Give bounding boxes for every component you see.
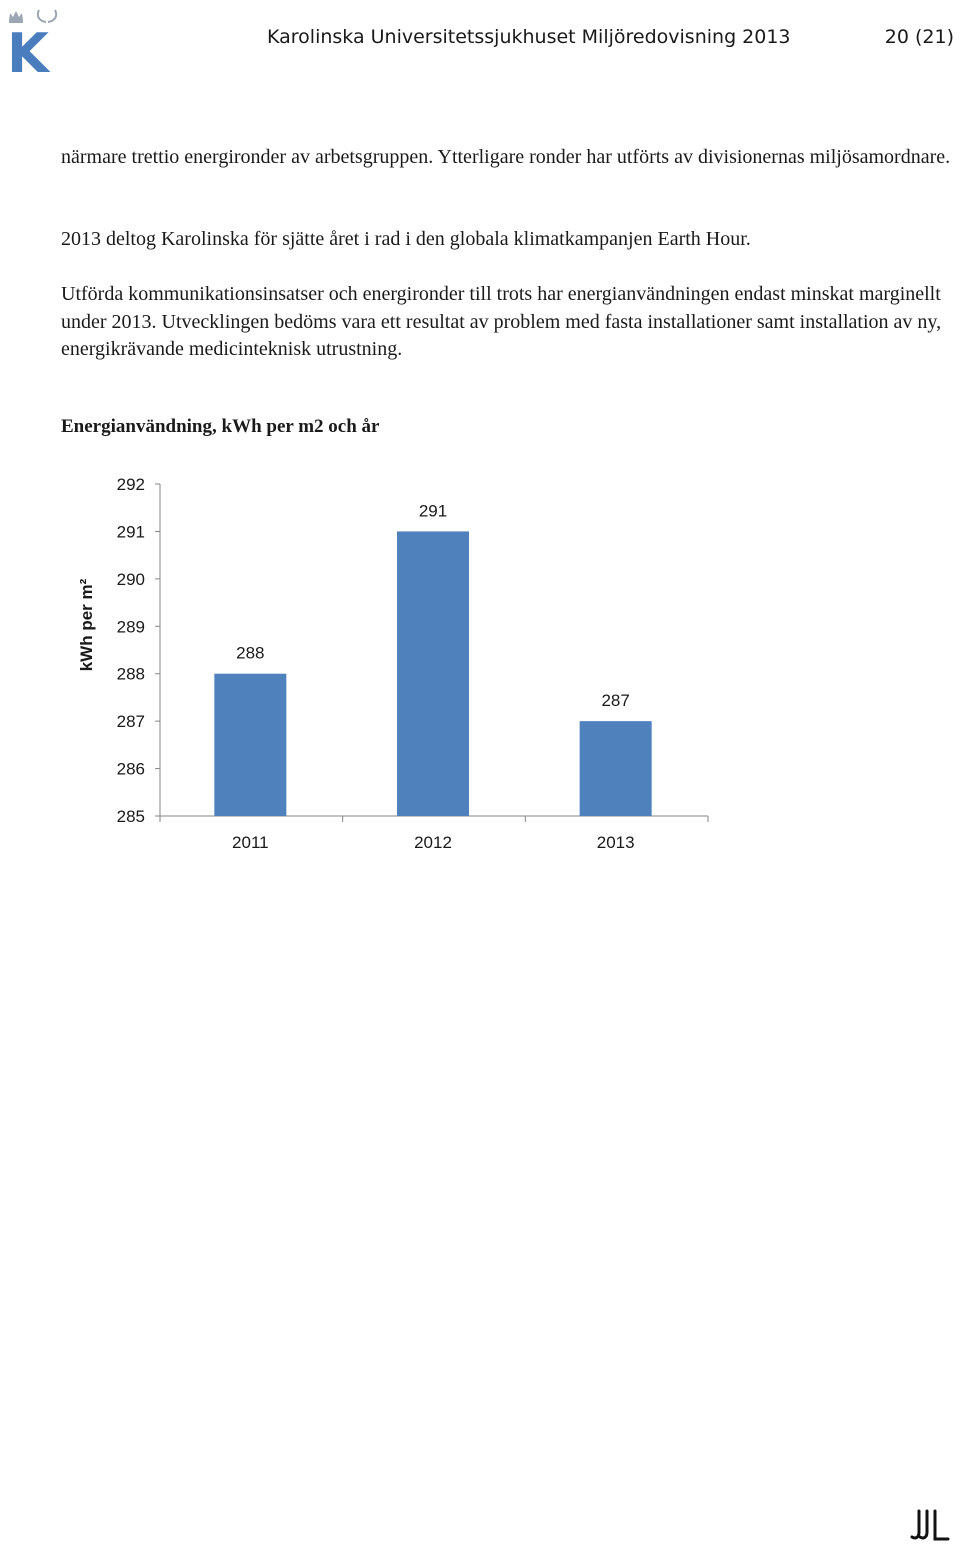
data-label: 291 bbox=[419, 501, 447, 520]
footer-logo-icon bbox=[910, 1509, 950, 1541]
y-tick-label: 286 bbox=[117, 760, 145, 779]
bar bbox=[579, 721, 652, 816]
bar bbox=[397, 531, 469, 816]
y-tick-label: 288 bbox=[117, 665, 145, 684]
page-number: 20 (21) bbox=[884, 26, 954, 48]
paragraph: 2013 deltog Karolinska för sjätte året i… bbox=[61, 228, 751, 250]
bar bbox=[214, 673, 287, 816]
header-title: Karolinska Universitetssjukhuset Miljöre… bbox=[267, 26, 791, 48]
chart-heading: Energianvändning, kWh per m2 och år bbox=[61, 416, 380, 437]
bar-chart: 285 286 287 288 289 290 291 292 288 2011 291 2012 28… bbox=[77, 475, 709, 852]
data-label: 288 bbox=[236, 644, 264, 663]
x-tick-label: 2012 bbox=[414, 833, 452, 852]
paragraph: Utförda kommunikationsinsatser och energ… bbox=[61, 283, 942, 360]
data-label: 287 bbox=[601, 691, 629, 710]
y-tick-label: 287 bbox=[117, 712, 145, 731]
logo-letter: K bbox=[7, 22, 51, 74]
karolinska-logo: K bbox=[7, 9, 58, 74]
y-tick-label: 291 bbox=[117, 522, 145, 541]
paragraph: närmare trettio energironder av arbetsgr… bbox=[61, 146, 951, 168]
x-tick-label: 2011 bbox=[232, 833, 269, 852]
y-tick-label: 285 bbox=[117, 807, 145, 826]
x-tick-label: 2013 bbox=[597, 833, 635, 852]
crown-icon bbox=[9, 11, 23, 23]
y-axis-title: kWh per m² bbox=[77, 578, 96, 671]
y-tick-label: 292 bbox=[117, 475, 145, 494]
y-tick-label: 289 bbox=[117, 617, 145, 636]
laurel-icon bbox=[36, 9, 58, 23]
y-tick-label: 290 bbox=[117, 570, 145, 589]
